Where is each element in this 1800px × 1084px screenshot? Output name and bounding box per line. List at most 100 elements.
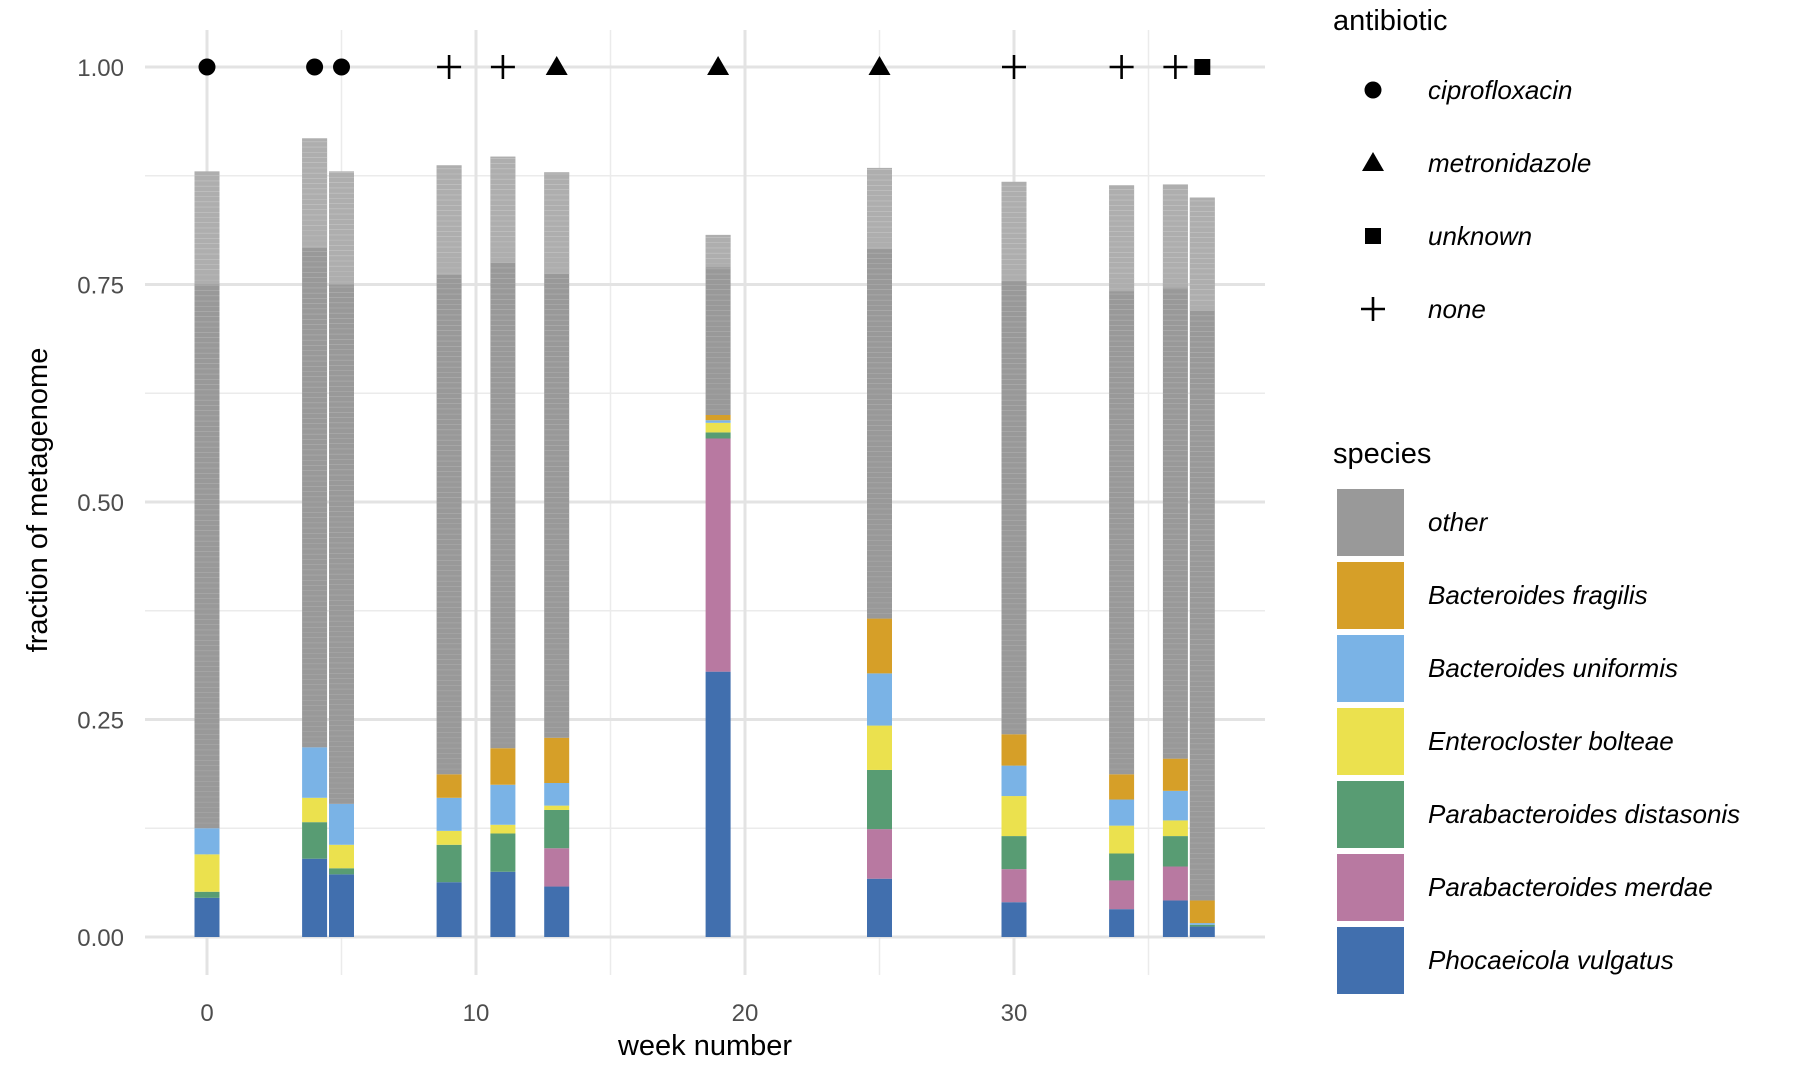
other-fade (1162, 184, 1188, 288)
bar-segment (1162, 790, 1188, 821)
bar-segment (302, 138, 328, 748)
bar-segment (1162, 820, 1188, 837)
bar-segment (705, 234, 731, 415)
species-legend-title: species (1333, 438, 1431, 470)
y-tick-label: 0.75 (77, 273, 124, 300)
antibiotic-legend-label: metronidazole (1428, 148, 1591, 178)
ciprofloxacin-legend-key (1364, 81, 1382, 99)
bar-segment (705, 422, 731, 433)
bar-week-37 (1189, 197, 1215, 937)
marker-none (1163, 55, 1188, 79)
bar-segment (302, 797, 328, 823)
bar-segment (490, 748, 516, 785)
marker-none (437, 55, 462, 79)
bar-segment (1189, 926, 1215, 937)
bar-segment (705, 420, 731, 423)
bar-segment (194, 891, 220, 898)
species-legend-swatch (1337, 489, 1404, 556)
bar-segment (1109, 909, 1135, 937)
x-tick-label: 10 (463, 1000, 490, 1027)
marker-none (1002, 55, 1026, 79)
species-legend-swatch (1337, 927, 1404, 994)
bar-segment (1162, 758, 1188, 791)
bar-segment (302, 747, 328, 798)
bar-segment (490, 833, 516, 872)
antibiotic-legend-label: none (1428, 294, 1486, 324)
other-fade (436, 165, 462, 275)
species-legend-swatch (1337, 781, 1404, 848)
bar-week-36 (1162, 184, 1188, 937)
bar-segment (194, 854, 220, 892)
marker-metronidazole (868, 56, 891, 75)
bar-segment (1001, 902, 1027, 937)
antibiotic-legend-label: unknown (1428, 221, 1532, 251)
other-fade (1001, 181, 1027, 282)
bar-segment (436, 882, 462, 937)
bar-week-11 (490, 156, 516, 937)
bar-week-5 (329, 171, 354, 937)
bar-segment (1189, 197, 1215, 901)
bar-segment (1001, 734, 1027, 766)
species-legend-label: Enterocloster bolteae (1428, 726, 1674, 756)
bar-week-9 (436, 165, 462, 937)
bar-segment (490, 784, 516, 825)
y-axis-title: fraction of metagenome (22, 348, 54, 653)
bar-segment (705, 432, 731, 439)
y-tick-label: 1.00 (77, 55, 124, 82)
bar-segment (544, 848, 570, 887)
marker-metronidazole (545, 56, 568, 75)
bar-week-4 (302, 138, 328, 937)
antibiotic-legend: antibiotic ciprofloxacin metronidazole unk… (1333, 5, 1591, 324)
marker-none (1109, 55, 1134, 79)
bar-segment (490, 824, 516, 834)
bar-segment (867, 878, 892, 937)
species-legend-label: Phocaeicola vulgatus (1428, 945, 1674, 975)
bar-segment (436, 844, 462, 883)
species-legend-label: Parabacteroides merdae (1428, 872, 1713, 902)
bar-segment (1109, 774, 1135, 800)
other-fade (329, 171, 354, 285)
bar-segment (1001, 836, 1027, 870)
marker-none (490, 55, 515, 79)
bar-segment (1109, 853, 1135, 881)
x-axis-title: week number (617, 1030, 792, 1062)
bar-segment (194, 828, 220, 855)
bar-segment (705, 438, 731, 672)
other-fade (705, 234, 731, 268)
bar-segment (705, 415, 731, 421)
x-tick-label: 30 (1001, 1000, 1028, 1027)
bar-segment (1189, 900, 1215, 924)
bar-segment (544, 805, 570, 810)
y-tick-labels: 0.00 0.25 0.50 0.75 1.00 (77, 55, 124, 952)
x-tick-label: 0 (200, 1000, 213, 1027)
bar-week-30 (1001, 181, 1027, 937)
bar-segment (867, 829, 892, 879)
bar-week-34 (1109, 185, 1135, 937)
bar-segment (705, 671, 731, 937)
other-fade (867, 167, 892, 250)
bar-segment (302, 822, 328, 859)
bar-segment (490, 871, 516, 937)
bar-segment (1109, 825, 1135, 854)
bar-segment (1109, 799, 1135, 826)
bar-segment (436, 165, 462, 775)
bar-segment (1162, 866, 1188, 901)
other-fade (194, 171, 220, 285)
species-legend-label: Bacteroides uniformis (1428, 653, 1678, 683)
marker-ciprofloxacin (306, 58, 324, 76)
y-tick-label: 0.25 (77, 708, 124, 735)
bar-segment (1001, 765, 1027, 797)
antibiotic-markers (198, 55, 1211, 79)
species-legend-label: Parabacteroides distasonis (1428, 799, 1740, 829)
bar-segment (194, 897, 220, 937)
none-legend-key (1361, 297, 1385, 321)
bar-segment (1001, 181, 1027, 735)
bar-segment (1189, 924, 1215, 927)
other-fade (1109, 185, 1135, 292)
bar-week-0 (194, 171, 220, 937)
bar-week-13 (544, 172, 570, 937)
species-legend-swatch (1337, 708, 1404, 775)
bar-segment (867, 725, 892, 770)
bar-segment (544, 783, 570, 806)
